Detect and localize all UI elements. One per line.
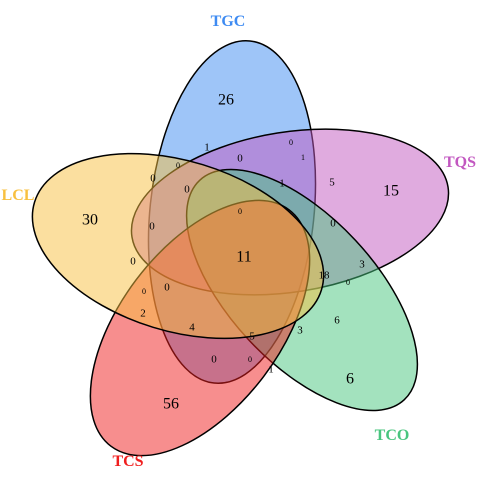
region-count-tgc-tqs-tcs-lcl: 0: [130, 256, 136, 268]
label-tco: TCO: [375, 427, 410, 444]
region-count-tgc-tco-tcs: 0: [211, 354, 217, 366]
region-count-tco-tcs-lcl: 3: [297, 325, 303, 337]
region-count-tco-lcl: 6: [334, 315, 340, 327]
region-count-tgc-tqs: 0: [289, 138, 293, 147]
region-count-tqs-tcs-lcl: 0: [142, 287, 146, 296]
region-count-tgc: 26: [218, 92, 234, 109]
label-tcs: TCS: [112, 453, 143, 470]
set-labels: TGC TQS TCO TCS LCL: [2, 13, 477, 470]
region-count-tgc-tqs-tcs: 0: [176, 161, 180, 170]
region-count-tqs: 15: [383, 183, 399, 200]
region-count-tgc-tqs-tco-tcs-lcl: 11: [236, 249, 251, 266]
region-count-tqs-tcs-lcl-tgc-tco: 0: [248, 355, 252, 364]
region-count-tgc-tqs-tco-tcs: 0: [238, 207, 242, 216]
label-lcl: LCL: [2, 187, 35, 204]
region-count-tgc-tcs-lcl: 0: [164, 282, 170, 294]
region-count-tco-tcs: 1: [268, 364, 274, 376]
region-count-tcs-lcl: 4: [189, 322, 195, 334]
region-count-tgc-tqs-tco-lcl: 1: [279, 178, 285, 190]
set-ellipses: [31, 39, 450, 457]
region-count-tco: 6: [346, 371, 354, 388]
region-count-tgc-tco-lcl: 0: [184, 184, 190, 196]
label-tgc: TGC: [211, 13, 246, 30]
region-count-tqs-tco-tcs-lcl: 18: [319, 270, 331, 282]
region-count-tgc-tqs-tco: 1: [204, 142, 210, 154]
region-count-tqs-lcl: 3: [359, 259, 365, 271]
region-count-tgc-tco: 0: [150, 173, 156, 185]
region-count-tgc-lcl: 0: [149, 221, 155, 233]
region-count-tqs-tco-tcs: 0: [346, 278, 350, 287]
region-count-tqs-tco: 5: [329, 177, 335, 189]
ellipse-lcl: [31, 152, 325, 340]
region-count-tgc-tco-tcs-lcl: 5: [249, 331, 255, 343]
region-count-tgc-tqs-lcl: 0: [237, 153, 243, 165]
region-count-tqs-tcs: 0: [330, 218, 336, 230]
region-count-tqs-tco-lcl: 1: [301, 153, 305, 162]
region-count-lcl: 30: [82, 212, 98, 229]
label-tqs: TQS: [444, 154, 476, 171]
region-count-tgc-tcs: 2: [140, 308, 146, 320]
region-count-tcs: 56: [163, 396, 179, 413]
